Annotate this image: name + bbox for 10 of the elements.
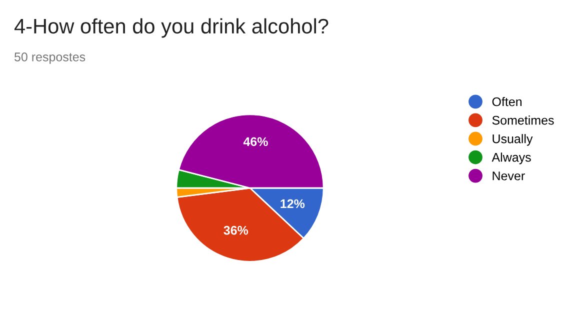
legend-label: Never — [492, 172, 525, 180]
data-label: 46% — [243, 137, 268, 146]
legend-label: Usually — [492, 134, 533, 146]
legend-label: Often — [492, 97, 522, 106]
data-label: 12% — [280, 199, 305, 208]
legend-label: Sometimes — [492, 116, 554, 125]
text: 50 respostes — [14, 52, 86, 64]
legend-label: Always — [492, 152, 531, 164]
data-label: 36% — [224, 226, 248, 235]
chart-title: 4-How often do you drink alcohol? — [14, 18, 328, 38]
